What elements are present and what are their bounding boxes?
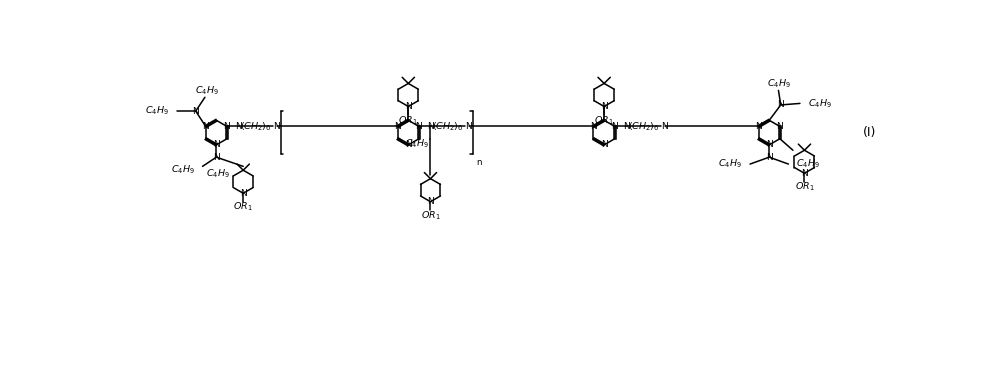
Text: $C_4H_9$: $C_4H_9$ <box>796 158 820 170</box>
Text: N: N <box>428 122 434 131</box>
Text: N: N <box>661 122 668 131</box>
Text: N: N <box>203 122 209 131</box>
Text: N: N <box>766 140 772 149</box>
Text: $(CH_2)_6$: $(CH_2)_6$ <box>432 120 464 133</box>
Text: (I): (I) <box>862 126 876 139</box>
Text: N: N <box>776 122 783 131</box>
Text: $C_4H_9$: $C_4H_9$ <box>405 137 429 149</box>
Text: N: N <box>193 107 199 115</box>
Text: N: N <box>213 153 220 162</box>
Text: $C_4H_9$: $C_4H_9$ <box>145 105 169 117</box>
Text: N: N <box>611 122 618 131</box>
Text: N: N <box>623 122 629 131</box>
Text: $(CH_2)_6$: $(CH_2)_6$ <box>627 120 659 133</box>
Text: N: N <box>590 122 596 131</box>
Text: N: N <box>600 102 607 111</box>
Text: N: N <box>274 122 281 131</box>
Text: $OR_1$: $OR_1$ <box>399 114 419 127</box>
Text: N: N <box>466 122 473 131</box>
Text: N: N <box>416 122 423 131</box>
Text: N: N <box>395 122 401 131</box>
Text: $C_4H_9$: $C_4H_9$ <box>766 78 790 90</box>
Text: $C_4H_9$: $C_4H_9$ <box>171 164 195 176</box>
Text: N: N <box>777 100 784 110</box>
Text: N: N <box>600 140 607 149</box>
Text: $C_4H_9$: $C_4H_9$ <box>195 85 219 97</box>
Text: $C_4H_9$: $C_4H_9$ <box>808 97 832 110</box>
Text: $OR_1$: $OR_1$ <box>594 114 614 127</box>
Text: n: n <box>477 158 483 167</box>
Text: $OR_1$: $OR_1$ <box>234 201 253 213</box>
Text: N: N <box>235 122 242 131</box>
Text: N: N <box>213 140 220 149</box>
Text: N: N <box>224 122 231 131</box>
Text: N: N <box>405 102 412 111</box>
Text: N: N <box>428 197 434 206</box>
Text: $OR_1$: $OR_1$ <box>421 209 441 222</box>
Text: $(CH_2)_6$: $(CH_2)_6$ <box>240 120 272 133</box>
Text: $C_4H_9$: $C_4H_9$ <box>206 168 230 180</box>
Text: N: N <box>755 122 762 131</box>
Text: N: N <box>405 140 412 149</box>
Text: $C_4H_9$: $C_4H_9$ <box>718 158 742 170</box>
Text: $OR_1$: $OR_1$ <box>794 181 814 193</box>
Text: N: N <box>801 169 808 178</box>
Text: N: N <box>240 189 247 198</box>
Text: N: N <box>766 153 772 162</box>
